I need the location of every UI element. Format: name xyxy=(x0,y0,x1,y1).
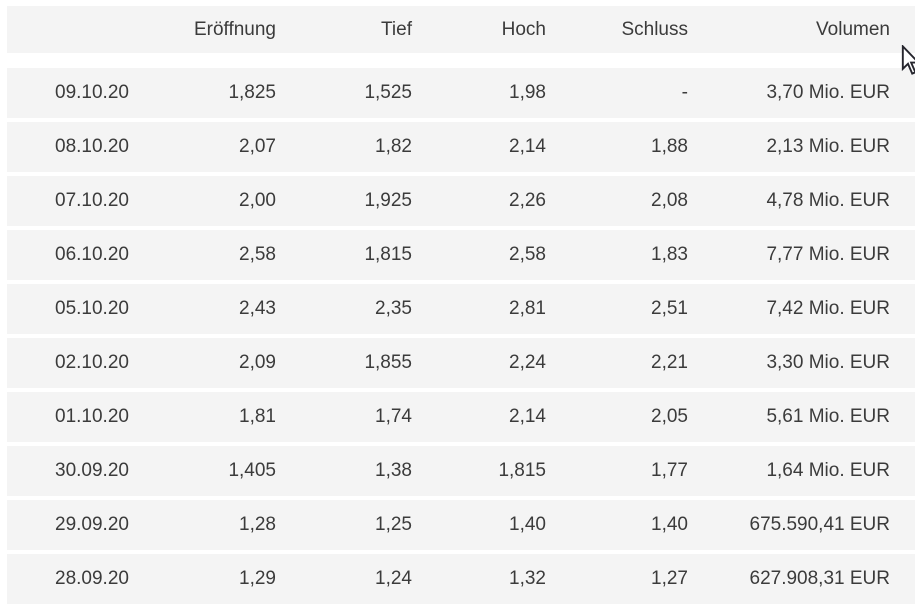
cell-date: 28.09.20 xyxy=(55,568,129,589)
cell-volume: 4,78 Mio. EUR xyxy=(766,190,890,211)
cell-open: 2,58 xyxy=(239,244,276,265)
cell-high: 2,81 xyxy=(509,298,546,319)
cell-volume: 3,70 Mio. EUR xyxy=(766,82,890,103)
cell-high: 1,32 xyxy=(509,568,546,589)
table-row: 05.10.20 2,43 2,35 2,81 2,51 7,42 Mio. E… xyxy=(7,284,915,334)
cell-low: 1,815 xyxy=(364,244,412,265)
cell-open: 2,00 xyxy=(239,190,276,211)
table-row: 02.10.20 2,09 1,855 2,24 2,21 3,30 Mio. … xyxy=(7,338,915,388)
cell-low: 1,925 xyxy=(364,190,412,211)
cell-volume: 5,61 Mio. EUR xyxy=(766,406,890,427)
cell-close: 1,40 xyxy=(651,514,688,535)
cell-low: 2,35 xyxy=(375,298,412,319)
header-volume: Volumen xyxy=(816,18,890,40)
cell-low: 1,855 xyxy=(364,352,412,373)
cell-high: 1,815 xyxy=(498,460,546,481)
cell-low: 1,24 xyxy=(375,568,412,589)
cell-close: 1,88 xyxy=(651,136,688,157)
cell-date: 29.09.20 xyxy=(55,514,129,535)
cell-volume: 627.908,31 EUR xyxy=(749,568,891,589)
table-row: 07.10.20 2,00 1,925 2,26 2,08 4,78 Mio. … xyxy=(7,176,915,226)
cell-high: 1,98 xyxy=(509,82,546,103)
cell-high: 2,58 xyxy=(509,244,546,265)
cell-date: 05.10.20 xyxy=(55,298,129,319)
cell-date: 01.10.20 xyxy=(55,406,129,427)
cell-open: 2,07 xyxy=(239,136,276,157)
cell-open: 2,09 xyxy=(239,352,276,373)
cell-volume: 2,13 Mio. EUR xyxy=(766,136,890,157)
cell-close: 2,51 xyxy=(651,298,688,319)
cell-open: 1,405 xyxy=(228,460,276,481)
cell-high: 2,26 xyxy=(509,190,546,211)
cell-volume: 3,30 Mio. EUR xyxy=(766,352,890,373)
cell-date: 09.10.20 xyxy=(55,82,129,103)
cell-close: 2,05 xyxy=(651,406,688,427)
cell-high: 2,14 xyxy=(509,136,546,157)
cell-low: 1,525 xyxy=(364,82,412,103)
header-high: Hoch xyxy=(501,18,546,40)
cell-close: 1,27 xyxy=(651,568,688,589)
cell-open: 2,43 xyxy=(239,298,276,319)
cell-date: 06.10.20 xyxy=(55,244,129,265)
table-row: 08.10.20 2,07 1,82 2,14 1,88 2,13 Mio. E… xyxy=(7,122,915,172)
table-row: 30.09.20 1,405 1,38 1,815 1,77 1,64 Mio.… xyxy=(7,446,915,496)
cell-volume: 7,77 Mio. EUR xyxy=(766,244,890,265)
cell-close: 1,83 xyxy=(651,244,688,265)
cell-close: 1,77 xyxy=(651,460,688,481)
header-open: Eröffnung xyxy=(193,18,276,40)
cell-open: 1,28 xyxy=(239,514,276,535)
header-close: Schluss xyxy=(621,18,688,40)
cell-open: 1,29 xyxy=(239,568,276,589)
cell-low: 1,25 xyxy=(375,514,412,535)
header-low: Tief xyxy=(381,18,412,40)
cell-close: 2,08 xyxy=(651,190,688,211)
cell-date: 08.10.20 xyxy=(55,136,129,157)
table-row: 09.10.20 1,825 1,525 1,98 - 3,70 Mio. EU… xyxy=(7,68,915,118)
cell-low: 1,38 xyxy=(375,460,412,481)
table-row: 06.10.20 2,58 1,815 2,58 1,83 7,77 Mio. … xyxy=(7,230,915,280)
cell-volume: 7,42 Mio. EUR xyxy=(766,298,890,319)
cell-date: 02.10.20 xyxy=(55,352,129,373)
table-row: 28.09.20 1,29 1,24 1,32 1,27 627.908,31 … xyxy=(7,554,915,604)
cell-open: 1,81 xyxy=(239,406,276,427)
cell-close: - xyxy=(681,82,688,103)
cell-date: 30.09.20 xyxy=(55,460,129,481)
table-header-row: Eröffnung Tief Hoch Schluss Volumen xyxy=(7,6,915,53)
table-row: 29.09.20 1,28 1,25 1,40 1,40 675.590,41 … xyxy=(7,500,915,550)
cell-volume: 1,64 Mio. EUR xyxy=(766,460,890,481)
cell-high: 2,14 xyxy=(509,406,546,427)
cell-date: 07.10.20 xyxy=(55,190,129,211)
cell-close: 2,21 xyxy=(651,352,688,373)
cell-low: 1,74 xyxy=(375,406,412,427)
table-row: 01.10.20 1,81 1,74 2,14 2,05 5,61 Mio. E… xyxy=(7,392,915,442)
cell-low: 1,82 xyxy=(375,136,412,157)
cell-high: 2,24 xyxy=(509,352,546,373)
cell-volume: 675.590,41 EUR xyxy=(749,514,891,535)
cell-open: 1,825 xyxy=(228,82,276,103)
cell-high: 1,40 xyxy=(509,514,546,535)
